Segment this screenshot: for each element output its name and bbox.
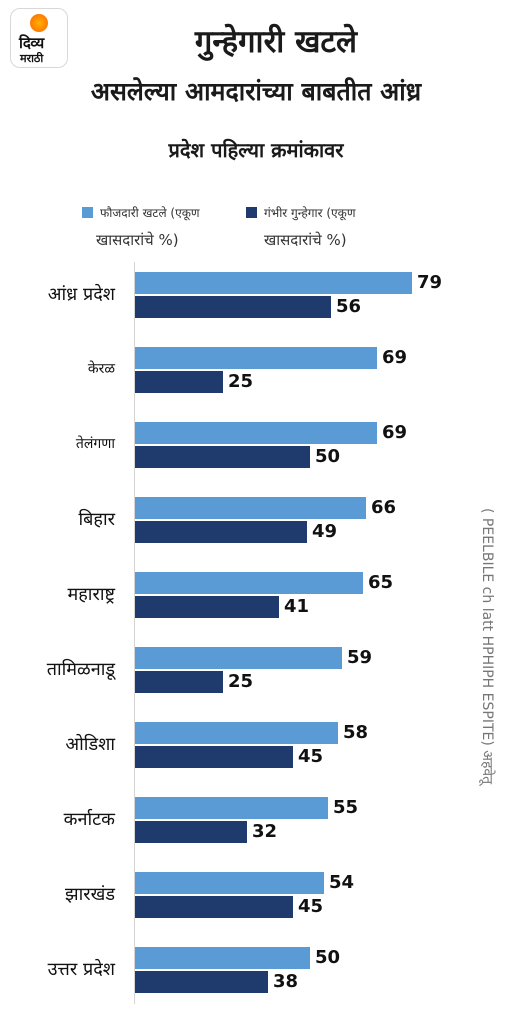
bar-serious-criminals	[135, 896, 293, 918]
data-label: 66	[371, 497, 397, 518]
bar-serious-criminals	[135, 746, 293, 768]
data-label: 79	[417, 272, 443, 293]
bar-criminal-cases	[135, 797, 328, 819]
bar-criminal-cases	[135, 497, 366, 519]
category-label: कर्नाटक	[63, 809, 115, 830]
bar-criminal-cases	[135, 347, 377, 369]
bar-criminal-cases	[135, 722, 338, 744]
data-label: 45	[298, 896, 324, 917]
data-label: 69	[382, 347, 408, 368]
bar-criminal-cases	[135, 647, 342, 669]
category-label: केरळ	[87, 361, 115, 377]
legend-swatch-criminal-cases	[82, 207, 93, 218]
bar-criminal-cases	[135, 422, 377, 444]
category-label: तामिळनाडू	[46, 659, 115, 680]
category-label: ओडिशा	[65, 734, 115, 755]
category-label: तेलंगणा	[75, 436, 115, 452]
bar-serious-criminals	[135, 521, 307, 543]
data-label: 54	[329, 872, 355, 893]
data-label: 25	[228, 671, 254, 692]
data-label: 55	[333, 797, 359, 818]
bar-serious-criminals	[135, 296, 331, 318]
data-label: 50	[315, 947, 341, 968]
legend-label-serious-criminals-line2: खासदारांचे %)	[264, 231, 347, 249]
bar-criminal-cases	[135, 272, 412, 294]
page-subtitle-line-2: प्रदेश पहिल्या क्रमांकावर	[168, 138, 344, 162]
category-label: उत्तर प्रदेश	[47, 959, 115, 980]
data-label: 38	[273, 971, 299, 992]
legend-label-serious-criminals: गंभीर गुन्हेगार (एकूण	[264, 206, 356, 220]
bar-serious-criminals	[135, 371, 223, 393]
data-label: 59	[347, 647, 373, 668]
data-label: 32	[252, 821, 278, 842]
bar-serious-criminals	[135, 596, 279, 618]
data-label: 65	[368, 572, 394, 593]
bar-serious-criminals	[135, 821, 247, 843]
bar-criminal-cases	[135, 572, 363, 594]
legend-label-criminal-cases: फौजदारी खटले (एकूण	[100, 206, 200, 220]
data-label: 56	[336, 296, 362, 317]
data-label: 45	[298, 746, 324, 767]
data-label: 41	[284, 596, 310, 617]
page-subtitle-line-1: असलेल्या आमदारांच्या बाबतीत आंध्र	[90, 77, 422, 106]
bar-serious-criminals	[135, 971, 268, 993]
bar-serious-criminals	[135, 446, 310, 468]
source-note: ( PEELBILE ch latt HPHIPH ESPITE) अहवेतू	[479, 508, 495, 785]
category-label: आंध्र प्रदेश	[47, 284, 115, 305]
category-label: झारखंड	[65, 884, 115, 905]
data-label: 49	[312, 521, 338, 542]
data-label: 25	[228, 371, 254, 392]
data-label: 58	[343, 722, 369, 743]
data-label: 69	[382, 422, 408, 443]
category-label: महाराष्ट्र	[67, 584, 115, 605]
sun-icon	[30, 14, 48, 32]
legend-swatch-serious-criminals	[246, 207, 257, 218]
category-label: बिहार	[78, 509, 115, 530]
data-label: 50	[315, 446, 341, 467]
logo-line-2: मराठी	[20, 52, 44, 65]
divya-marathi-logo: दिव्य मराठी	[10, 8, 68, 68]
bar-criminal-cases	[135, 947, 310, 969]
legend-label-criminal-cases-line2: खासदारांचे %)	[96, 231, 179, 249]
page-title: गुन्हेगारी खटले	[194, 24, 358, 60]
bar-serious-criminals	[135, 671, 223, 693]
category-axis-line	[134, 262, 135, 1004]
logo-line-1: दिव्य	[19, 34, 44, 52]
bar-criminal-cases	[135, 872, 324, 894]
